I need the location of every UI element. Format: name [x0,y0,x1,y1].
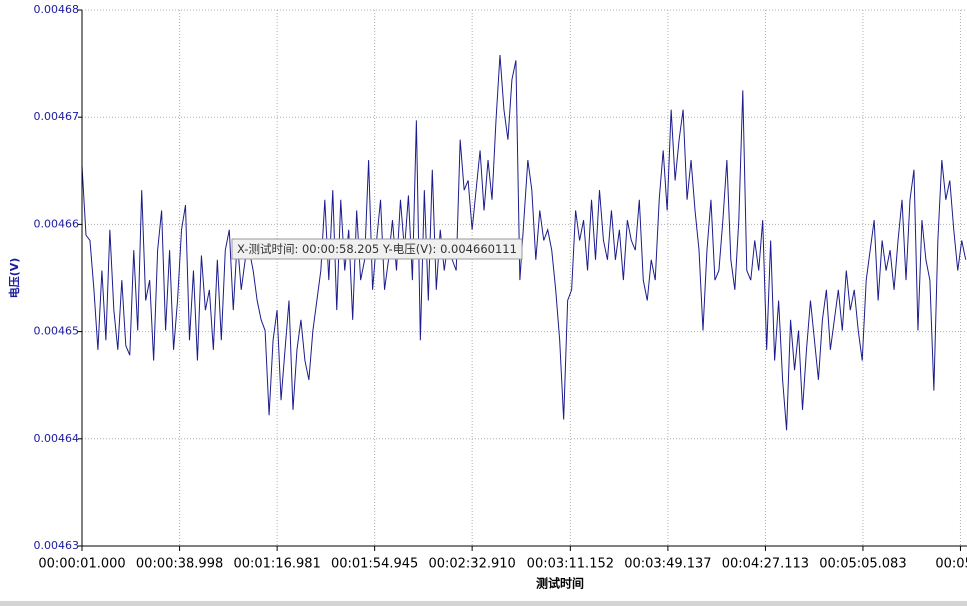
x-tick-label: 00:03:49.137 [624,557,711,572]
y-tick-label: 0.00463 [34,539,80,552]
tooltip: X-测试时间: 00:00:58.205 Y-电压(V): 0.00466011… [231,238,523,260]
x-tick-label: 00:03:11.152 [527,557,614,572]
y-tick-label: 0.00467 [34,110,80,123]
x-tick-label: 00:04:27.113 [722,557,809,572]
x-tick-label: 00:02:32.910 [428,557,515,572]
tooltip-text: X-测试时间: 00:00:58.205 Y-电压(V): 0.00466011… [237,242,517,256]
bottom-bar [0,601,967,606]
y-tick-label: 0.00468 [34,3,80,16]
y-tick-label: 0.00464 [34,432,80,445]
x-tick-label: 00:05:4 [935,557,967,572]
data-line [82,54,967,431]
tooltip-box [231,238,523,260]
y-axis-label: 电压(V) [7,258,21,299]
x-tick-label: 00:01:54.945 [331,557,418,572]
x-tick-label: 00:05:05.083 [819,557,906,572]
x-axis-label: 测试时间 [536,576,584,591]
y-tick-label: 0.00466 [34,217,80,230]
y-tick-label: 0.00465 [34,325,80,338]
plot-area [82,54,967,431]
x-tick-label: 00:01:16.981 [233,557,320,572]
ticks: 0.00463 0.00464 0.00465 0.00466 0.00467 0.004… [34,3,967,572]
x-tick-label: 00:00:01.000 [38,557,125,572]
x-tick-label: 00:00:38.998 [136,557,223,572]
